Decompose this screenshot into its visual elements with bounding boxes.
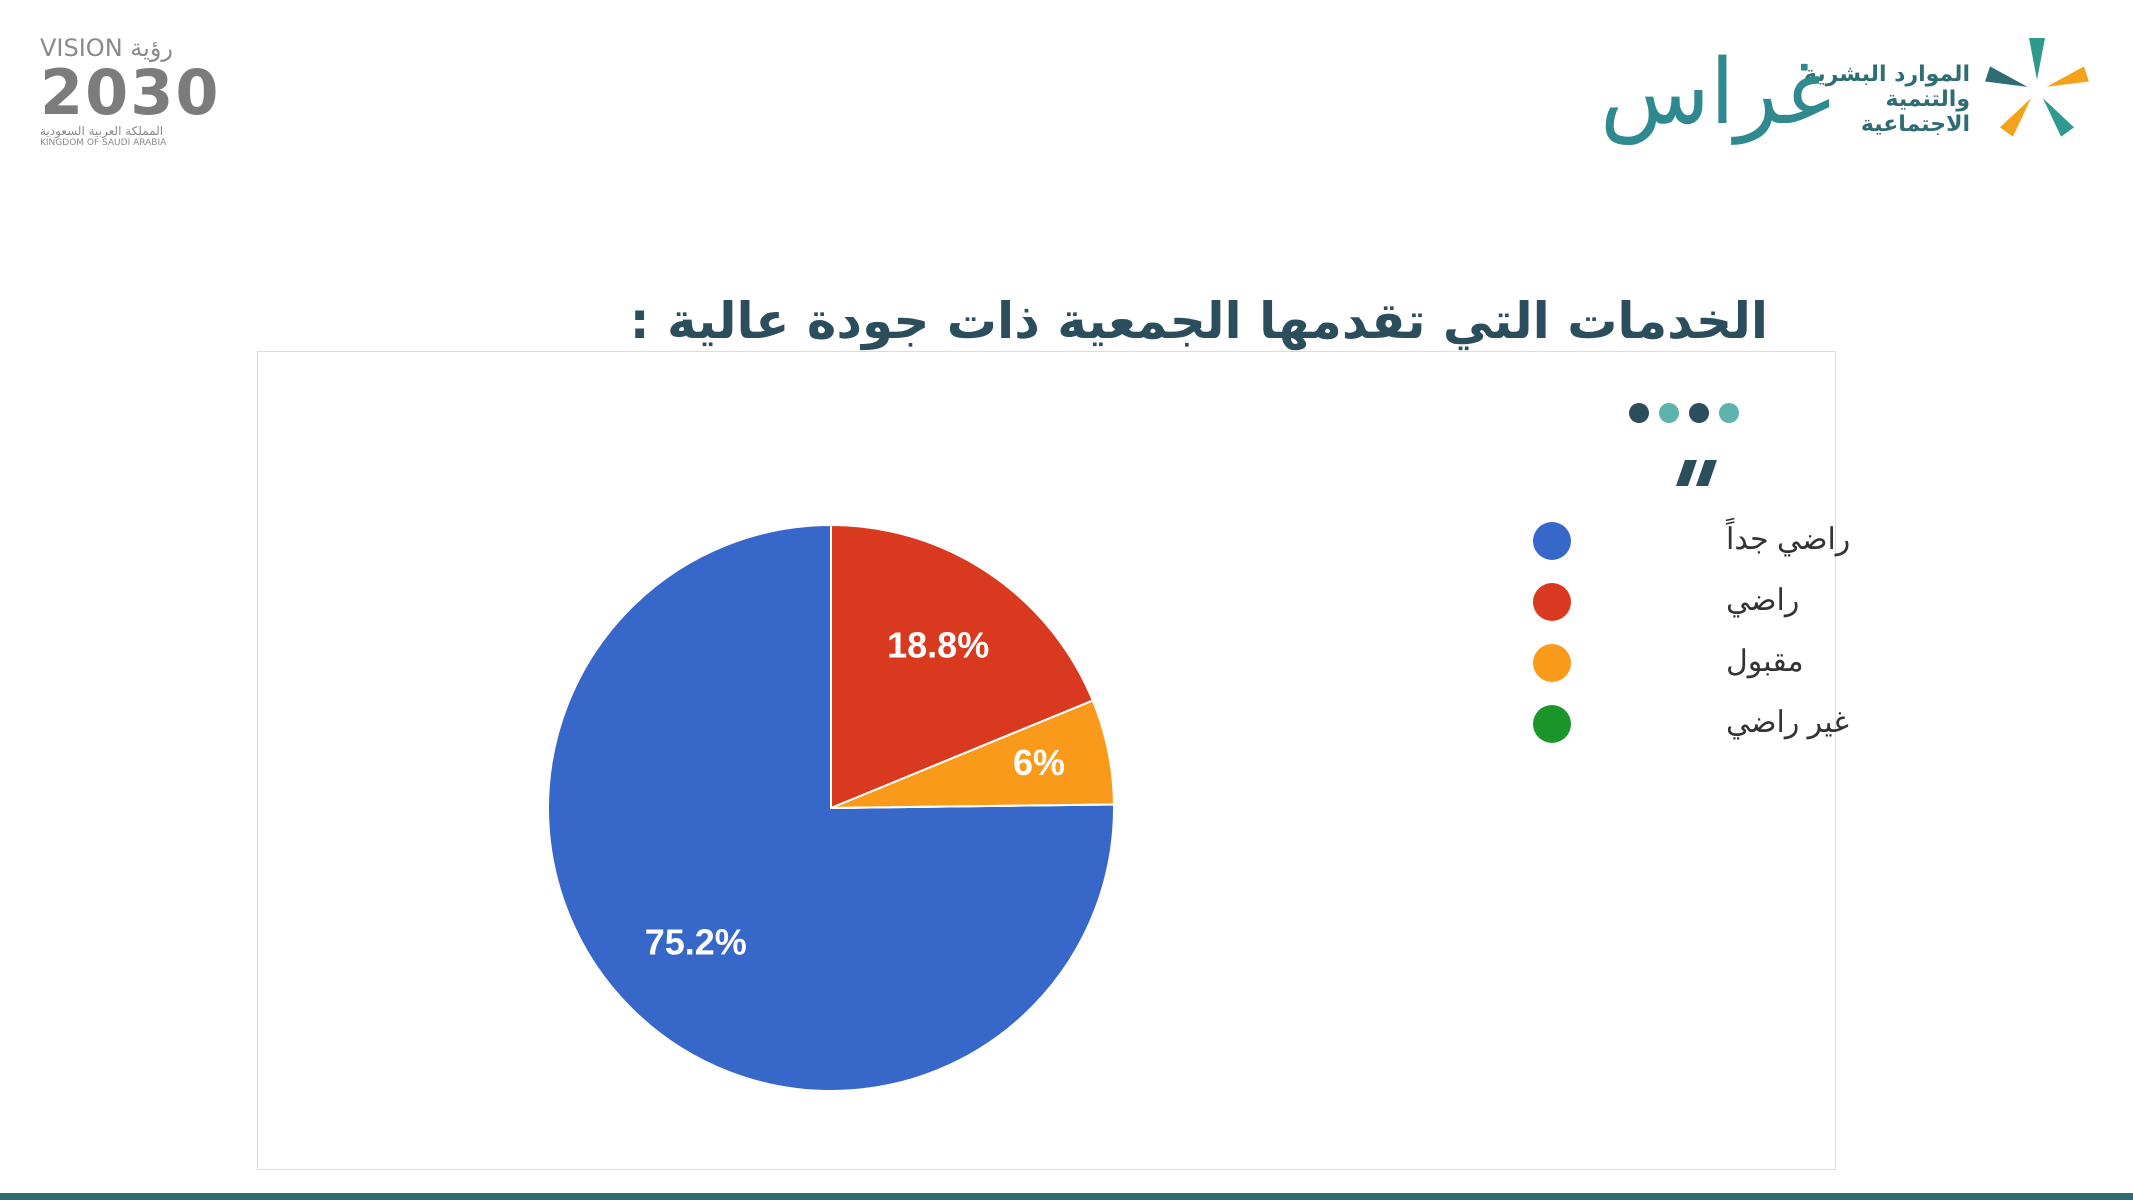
legend-swatch xyxy=(1533,522,1571,560)
vision-latin: VISION xyxy=(40,34,123,62)
ministry-line: الموارد البشرية xyxy=(1804,62,1970,87)
pie-slice xyxy=(830,523,1095,810)
vision-row: VISION رؤية xyxy=(40,34,221,62)
vision-country-ar: المملكة العربية السعودية xyxy=(40,124,164,138)
vision-arabic: رؤية xyxy=(130,34,174,62)
legend-swatch xyxy=(1533,583,1571,621)
vision-year: 2030 xyxy=(40,56,221,129)
pie-slice xyxy=(830,699,1115,809)
quote-mark xyxy=(1676,460,1717,486)
decor-dot xyxy=(1719,403,1739,423)
ministry-mark xyxy=(1985,38,2089,137)
data-label: 6% xyxy=(1013,742,1065,783)
legend-label: مقبول xyxy=(1726,645,1804,679)
legend-label: غير راضي xyxy=(1726,706,1849,740)
legend-label: راضي جداً xyxy=(1726,517,1851,557)
decor-dot xyxy=(1659,403,1679,423)
decor-dot xyxy=(1689,403,1709,423)
vision-logo: VISION رؤية 2030 المملكة العربية السعودي… xyxy=(40,34,221,148)
data-label: 18.8% xyxy=(887,625,989,666)
legend-label: راضي xyxy=(1726,584,1799,618)
chart-frame xyxy=(257,351,1836,1170)
ministry-line: والتنمية الاجتماعية xyxy=(1860,87,1970,137)
vision-country-en: KINGDOM OF SAUDI ARABIA xyxy=(40,138,167,148)
legend-swatch xyxy=(1533,644,1571,682)
legend-swatch xyxy=(1533,705,1571,743)
chart-title: الخدمات التي تقدمها الجمعية ذات جودة عال… xyxy=(629,292,1768,350)
data-label: 75.2% xyxy=(645,921,747,962)
decor-dot xyxy=(1629,403,1649,423)
brand-logo: غراس xyxy=(1600,40,1832,145)
ministry-text: الموارد البشرية والتنمية الاجتماعية xyxy=(1800,62,1970,137)
footer-bar xyxy=(0,1193,2133,1200)
